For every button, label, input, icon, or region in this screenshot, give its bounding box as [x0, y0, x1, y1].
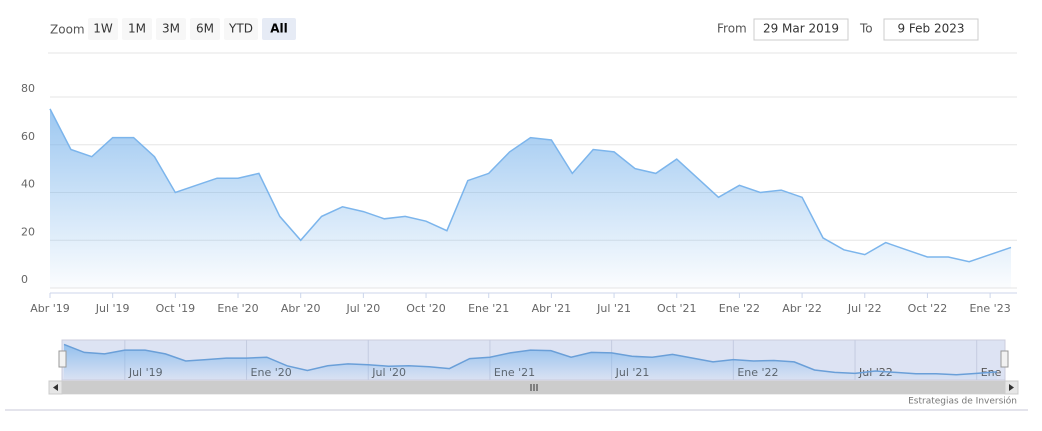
- x-tick-label: Jul '22: [847, 302, 882, 315]
- x-tick-label: Ene '21: [468, 302, 509, 315]
- from-value[interactable]: 29 Mar 2019: [763, 22, 839, 36]
- x-tick-label: Abr '21: [532, 302, 572, 315]
- to-value[interactable]: 9 Feb 2023: [897, 22, 964, 36]
- to-label: To: [859, 22, 873, 36]
- zoom-button-label[interactable]: YTD: [228, 22, 253, 36]
- x-tick-label: Oct '22: [908, 302, 948, 315]
- from-input[interactable]: [753, 18, 849, 41]
- x-tick-label: Oct '19: [156, 302, 196, 315]
- arrow-right: [1009, 384, 1014, 391]
- to-input[interactable]: [883, 18, 979, 41]
- zoom-button-label[interactable]: All: [270, 22, 288, 36]
- x-tick-label: Oct '21: [657, 302, 697, 315]
- zoom-button[interactable]: [88, 18, 118, 40]
- zoom-button[interactable]: [224, 18, 258, 40]
- x-tick-label: Abr '22: [782, 302, 822, 315]
- navigator-handle[interactable]: [58, 350, 67, 368]
- area: [64, 344, 997, 380]
- zoom-button[interactable]: [262, 18, 296, 40]
- scroll-grip: [530, 384, 538, 391]
- zoom-button-label[interactable]: 1M: [128, 22, 146, 36]
- y-tick-label: 80: [21, 82, 35, 95]
- zoom-button-label[interactable]: 3M: [162, 22, 180, 36]
- x-tick-label: Oct '20: [406, 302, 446, 315]
- arrow-left: [53, 384, 58, 391]
- credits: Estrategias de Inversión: [908, 396, 1017, 407]
- y-tick-label: 20: [21, 225, 35, 238]
- zoom-button[interactable]: [122, 18, 152, 40]
- y-tick-label: 0: [21, 273, 28, 286]
- y-tick-label: 60: [21, 130, 35, 143]
- x-tick-label: Abr '20: [281, 302, 321, 315]
- zoom-button[interactable]: [156, 18, 186, 40]
- area: [50, 108, 1011, 289]
- x-tick-label: Ene '20: [217, 302, 258, 315]
- zoom-button-label[interactable]: 6M: [196, 22, 214, 36]
- y-tick-label: 40: [21, 178, 35, 191]
- zoom-label: Zoom: [50, 23, 85, 37]
- x-tick-label: Ene '23: [969, 302, 1010, 315]
- x-tick-label: Jul '19: [95, 302, 130, 315]
- x-tick-label: Jul '21: [596, 302, 631, 315]
- zoom-button[interactable]: [190, 18, 220, 40]
- x-tick-label: Ene '22: [719, 302, 760, 315]
- line: [49, 108, 1012, 263]
- line: [63, 343, 998, 376]
- zoom-button-label[interactable]: 1W: [93, 22, 113, 36]
- navigator-handle[interactable]: [1000, 350, 1009, 368]
- x-tick-label: Jul '20: [345, 302, 380, 315]
- x-tick-label: Abr '19: [30, 302, 70, 315]
- from-label: From: [717, 22, 747, 36]
